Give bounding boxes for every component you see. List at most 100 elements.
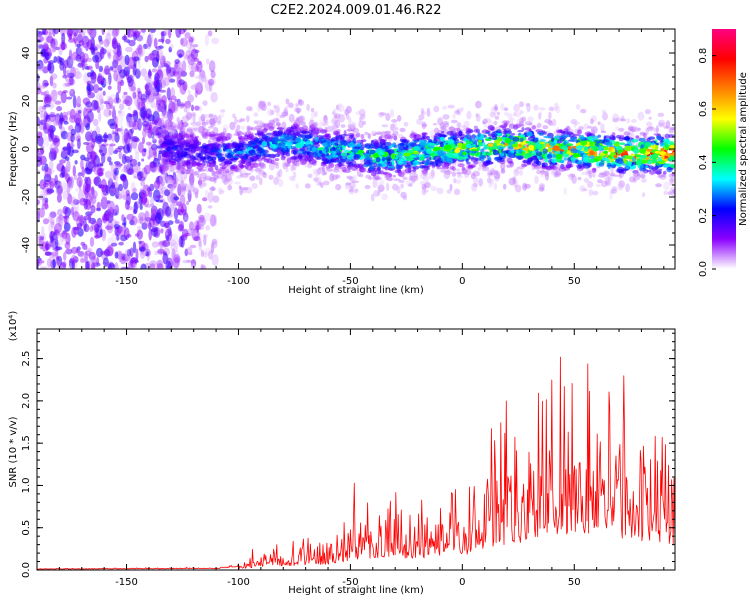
spectrogram-blob	[449, 183, 453, 191]
spectrogram-blob	[360, 139, 367, 143]
spectrogram-blob	[571, 175, 577, 184]
spectrogram-blob	[408, 176, 413, 181]
spectrogram-blob	[412, 151, 420, 155]
spectrogram-blob	[175, 164, 182, 171]
colorbar-label: Normalized spectral amplitude	[738, 72, 749, 226]
spectrogram-blob	[56, 193, 62, 203]
spectrogram-blob	[517, 130, 523, 133]
spectrogram-blob	[352, 175, 357, 182]
spectrogram-blob	[335, 135, 339, 138]
spectrogram-blob	[137, 161, 141, 167]
spectrogram-blob	[49, 211, 57, 218]
spectrogram-blob	[180, 37, 188, 47]
spectrogram-blob	[188, 144, 196, 150]
spectrogram-blob	[172, 257, 180, 269]
spectrogram-blob	[332, 174, 338, 181]
spectrogram-blob	[56, 106, 63, 112]
spectrogram-blob	[575, 104, 581, 110]
spectrogram-blob	[68, 49, 73, 61]
spectrogram-blob	[157, 103, 161, 111]
spectrogram-blob	[191, 171, 198, 176]
spectrogram-blob	[322, 148, 327, 155]
spectrogram-blob	[344, 109, 348, 116]
spectrogram-blob	[524, 121, 533, 126]
spectrogram-blob	[106, 221, 114, 234]
spectrogram-blob	[485, 159, 491, 164]
spectrogram-blob	[239, 162, 244, 169]
spectrogram-blob	[490, 167, 496, 173]
spectrogram-blob	[364, 153, 372, 158]
spectrogram-blob	[145, 150, 151, 158]
spectrogram-blob	[290, 165, 294, 172]
spectrogram-blob	[655, 125, 659, 134]
spectrogram-blob	[188, 186, 196, 191]
spectrogram-blob	[178, 123, 183, 128]
spectrogram-blob	[413, 145, 421, 151]
spectrogram-blob	[254, 125, 263, 129]
spectrogram-blob	[37, 59, 44, 70]
spectrogram-blob	[203, 247, 212, 256]
spectrogram-blob	[44, 163, 49, 173]
spectrogram-blob	[81, 63, 88, 67]
spectrogram-blob	[126, 116, 135, 129]
spectrogram-blob	[506, 164, 510, 168]
spectrogram-blob	[45, 113, 50, 121]
spectrogram-blob	[475, 144, 479, 148]
spectrogram-blob	[590, 118, 594, 125]
spectrogram-blob	[166, 162, 174, 168]
spectrogram-blob	[556, 129, 563, 134]
spectrogram-blob	[466, 139, 470, 145]
spectrogram-blob	[178, 101, 185, 109]
spectrogram-blob	[511, 117, 515, 121]
spectrogram-blob	[37, 61, 45, 72]
spectrogram-blob	[644, 141, 652, 146]
spectrogram-blob	[112, 59, 119, 69]
spectrogram-blob	[234, 181, 241, 185]
spectrogram-blob	[301, 134, 307, 140]
spectrogram-blob	[441, 130, 445, 134]
spectrogram-blob	[53, 29, 60, 35]
spectrogram-blob	[334, 142, 339, 146]
spectrogram-blob	[528, 122, 532, 126]
spectrogram-blob	[194, 232, 199, 237]
spectrogram-blob	[150, 263, 156, 269]
spectrogram-blob	[114, 174, 119, 183]
spectrogram-blob	[64, 82, 71, 87]
spectrogram-blob	[384, 145, 389, 151]
spectrogram-blob	[660, 144, 664, 147]
spectrogram-blob	[477, 132, 481, 137]
spectrogram-blob	[114, 221, 120, 225]
spectrogram-blob	[582, 157, 590, 163]
spectrogram-blob	[199, 156, 207, 160]
spectrogram-blob	[86, 183, 92, 192]
spectrogram-blob	[500, 168, 505, 173]
spectrogram-blob	[41, 165, 45, 171]
spectrogram-blob	[134, 31, 140, 39]
spectrogram-blob	[137, 61, 142, 72]
spectrogram-blob	[145, 96, 153, 105]
spectrogram-blob	[471, 182, 478, 192]
spectrogram-blob	[570, 156, 576, 161]
spectrogram-blob	[136, 218, 143, 224]
spectrogram-blob	[161, 157, 165, 165]
spectrogram-blob	[188, 131, 195, 135]
spectrogram-blob	[140, 68, 147, 77]
spectrogram-blob	[143, 216, 148, 229]
spectrogram-blob	[269, 144, 278, 149]
spectrogram-blob	[553, 170, 559, 178]
spectrogram-blob	[286, 126, 294, 133]
spectrogram-blob	[52, 147, 59, 155]
spectrogram-blob	[144, 251, 150, 257]
spectrogram-blob	[180, 179, 185, 193]
spectrogram-blob	[208, 126, 214, 129]
spectrogram-blob	[62, 82, 68, 88]
spectrogram-blob	[350, 134, 355, 138]
spectrogram-blob	[554, 135, 561, 140]
spectrogram-blob	[199, 164, 204, 168]
spectrogram-blob	[436, 187, 444, 195]
spectrogram-blob	[455, 168, 461, 172]
spectrogram-blob	[69, 114, 76, 123]
spectrogram-blob	[296, 116, 304, 123]
spectrogram-blob	[610, 188, 618, 194]
spectrogram-blob	[246, 106, 253, 112]
